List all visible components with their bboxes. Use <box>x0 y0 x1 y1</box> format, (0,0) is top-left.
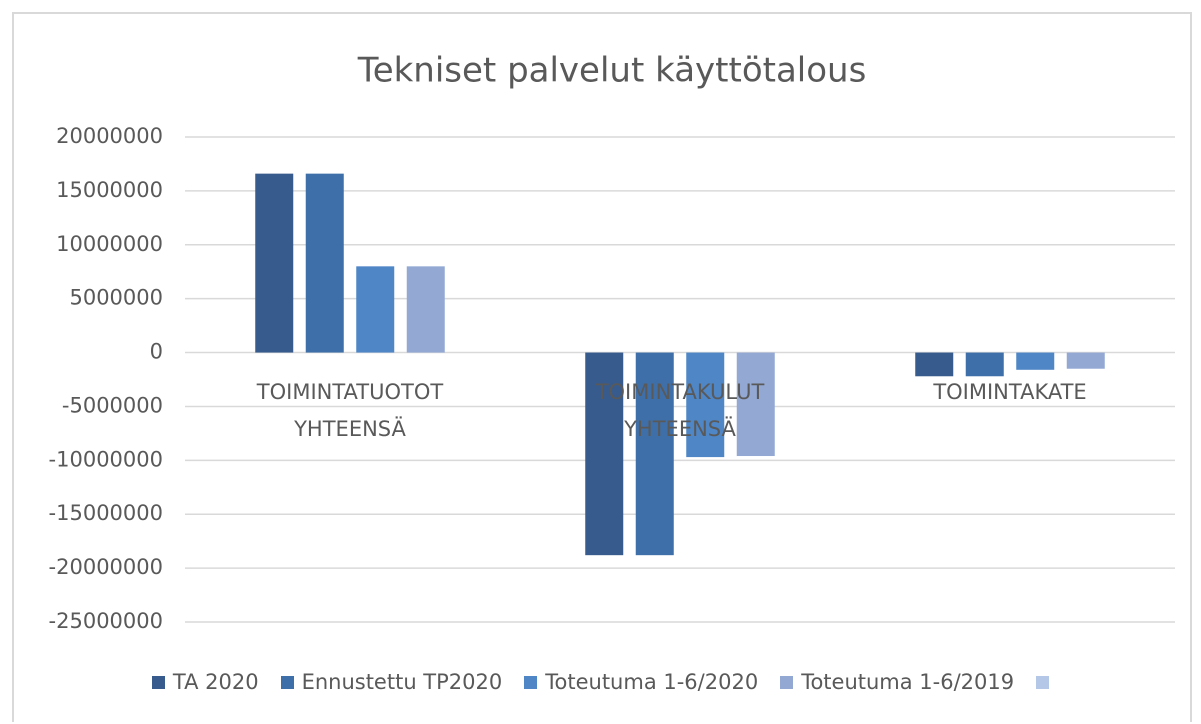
chart-border <box>12 12 1192 722</box>
bar <box>585 352 624 556</box>
legend-swatch <box>780 675 794 689</box>
bar <box>965 352 1004 377</box>
bar <box>736 352 775 457</box>
legend: TA 2020 Ennustettu TP2020 Toteutuma 1-6/20… <box>0 670 1201 694</box>
bar <box>1016 352 1055 370</box>
x-tick-label: TOIMINTAKATE <box>933 379 1087 404</box>
legend-label: TA 2020 <box>172 670 259 694</box>
x-tick-label: TOIMINTAKULUT YHTEENSÄ <box>595 379 765 441</box>
y-tick-label: 5000000 <box>69 286 163 310</box>
y-tick-label: -10000000 <box>49 447 163 471</box>
y-tick-label: -5000000 <box>62 393 163 417</box>
legend-swatch <box>151 675 165 689</box>
x-tick-label: TOIMINTATUOTOT YHTEENSÄ <box>256 379 444 441</box>
y-tick-label: -20000000 <box>49 555 163 579</box>
bar <box>915 352 954 377</box>
bar <box>356 266 395 353</box>
legend-label: Ennustettu TP2020 <box>301 670 503 694</box>
bar <box>686 352 725 458</box>
legend-item: Toteutuma 1-6/2019 <box>780 670 1014 694</box>
legend-item: TA 2020 <box>151 670 259 694</box>
y-tick-label: 0 <box>150 340 163 364</box>
chart-title: Tekniset palvelut käyttötalous <box>357 51 867 91</box>
legend-item: Toteutuma 1-6/2020 <box>524 670 758 694</box>
y-tick-label: -25000000 <box>49 609 163 633</box>
bar <box>255 173 294 353</box>
y-tick-label: 20000000 <box>56 124 163 148</box>
legend-label: Toteutuma 1-6/2020 <box>545 670 759 694</box>
legend-label: Toteutuma 1-6/2019 <box>801 670 1015 694</box>
bar <box>305 173 344 353</box>
legend-swatch <box>280 675 294 689</box>
bar <box>406 266 445 353</box>
y-tick-label: 10000000 <box>56 232 163 256</box>
y-tick-label: 15000000 <box>56 178 163 202</box>
legend-swatch <box>1036 675 1050 689</box>
legend-swatch <box>524 675 538 689</box>
bar <box>1066 352 1105 369</box>
legend-item: Ennustettu TP2020 <box>280 670 503 694</box>
y-tick-label: -15000000 <box>49 501 163 525</box>
legend-item <box>1036 670 1050 694</box>
bar <box>635 352 674 556</box>
